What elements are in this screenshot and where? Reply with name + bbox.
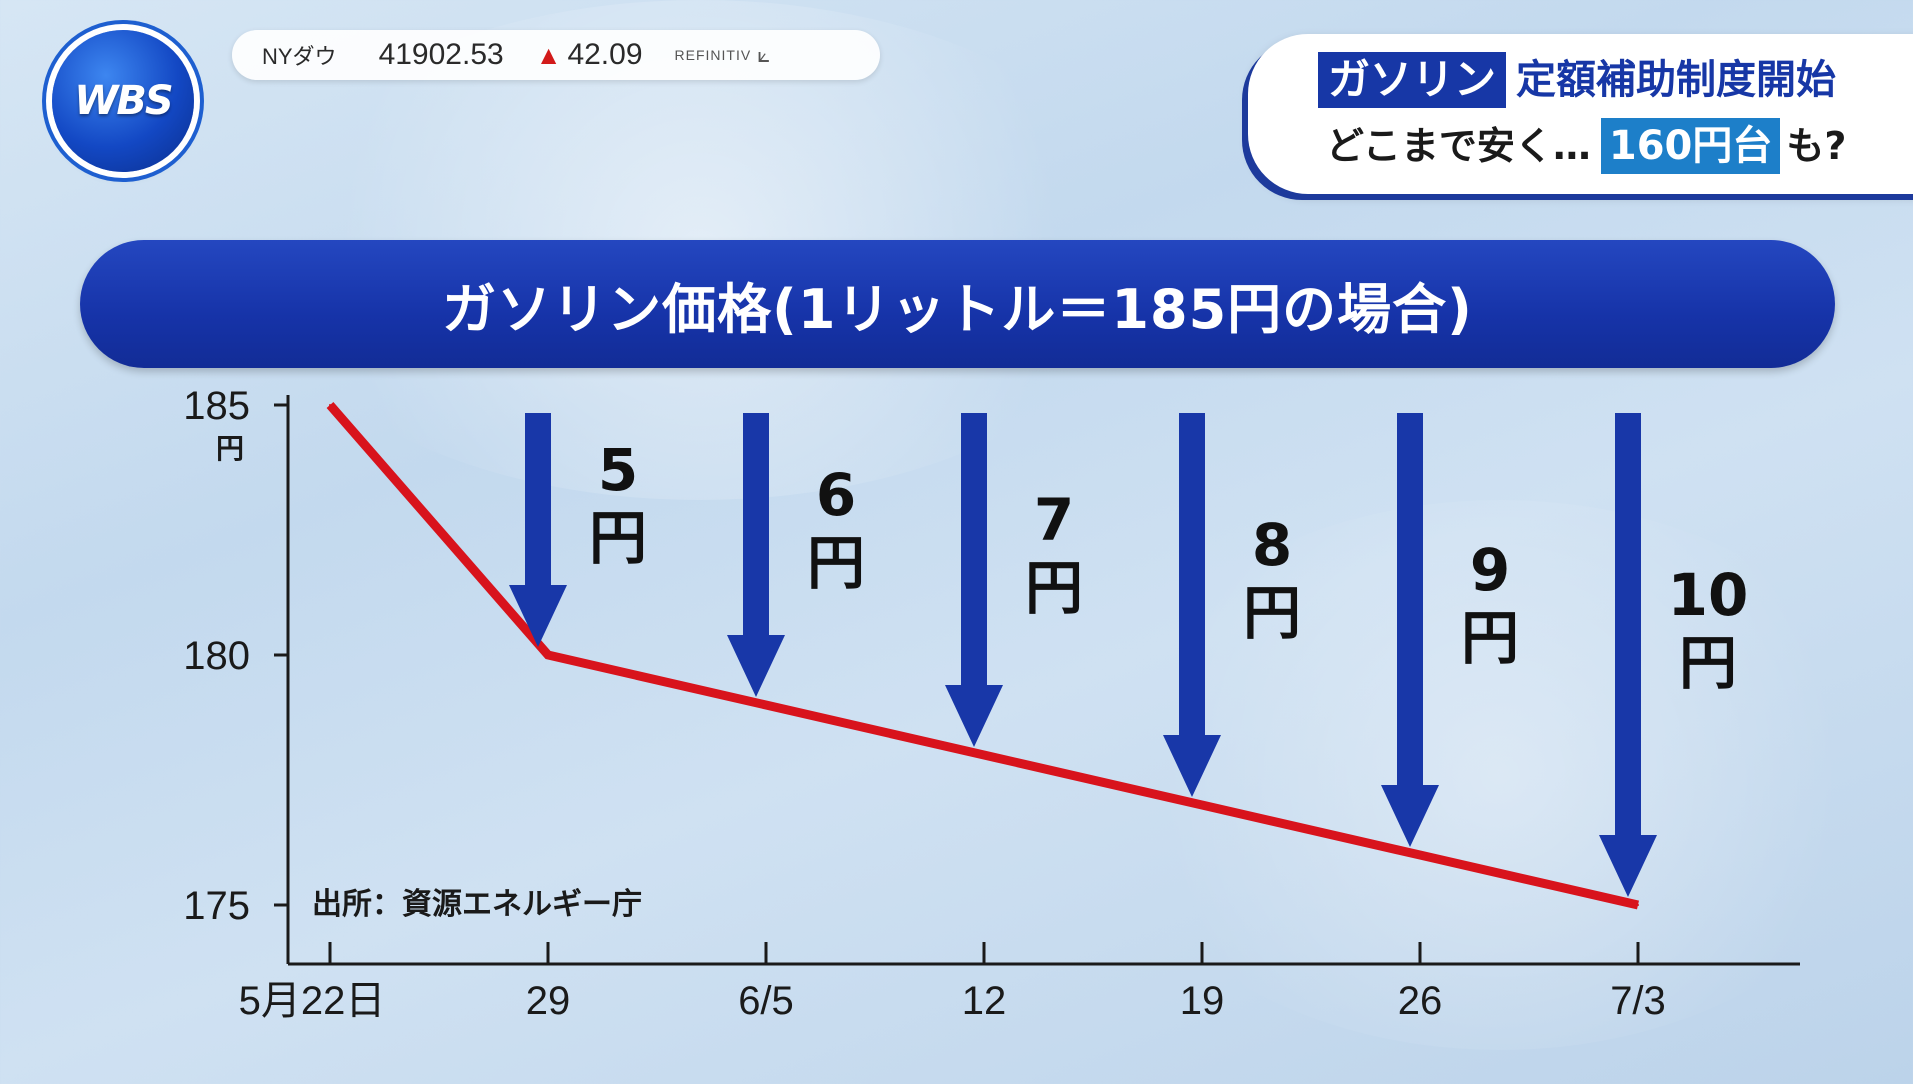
discount-amount-1: 6 bbox=[816, 461, 856, 529]
x-tick-label-4: 19 bbox=[1180, 979, 1225, 1023]
up-triangle-icon: ▲ bbox=[535, 39, 562, 70]
y-tick-label-175: 175 bbox=[183, 884, 250, 928]
price-point-3 bbox=[983, 754, 985, 756]
ticker-change: 42.09 bbox=[567, 38, 643, 71]
price-point-5 bbox=[1419, 854, 1421, 856]
headline-text: 定額補助制度開始 bbox=[1516, 57, 1837, 103]
discount-arrow-12 bbox=[945, 413, 1003, 747]
headline-price-tag: 160円台 bbox=[1600, 118, 1781, 174]
headline-tag: ガソリン bbox=[1318, 52, 1507, 108]
discount-unit-1: 円 bbox=[807, 529, 865, 597]
price-point-6 bbox=[1637, 904, 1639, 906]
ticker-name: NYダウ bbox=[262, 44, 337, 69]
y-tick-label-185: 185 bbox=[183, 384, 250, 428]
discount-unit-4: 円 bbox=[1461, 604, 1519, 672]
discount-unit-2: 円 bbox=[1025, 554, 1083, 622]
refinitiv-icon: ⟀ bbox=[757, 42, 771, 67]
headline-box: ガソリン 定額補助制度開始 どこまで安く… 160円台 も? bbox=[1248, 34, 1913, 194]
discount-amount-2: 7 bbox=[1034, 486, 1074, 554]
discount-arrow-26 bbox=[1381, 413, 1439, 847]
headline-line-1: ガソリン 定額補助制度開始 bbox=[1318, 52, 1836, 108]
y-unit-label: 円 bbox=[216, 432, 244, 465]
discount-amount-5: 10 bbox=[1668, 561, 1749, 629]
price-point-2 bbox=[765, 704, 767, 706]
discount-amount-4: 9 bbox=[1470, 536, 1510, 604]
logo-text: WBS bbox=[74, 78, 173, 124]
discount-arrow-6-5 bbox=[727, 413, 785, 697]
source-note: 出所：資源エネルギー庁 bbox=[312, 887, 642, 922]
discount-arrow-7-3 bbox=[1599, 413, 1657, 897]
chart-axes bbox=[274, 395, 1800, 966]
price-point-1 bbox=[547, 654, 549, 656]
chart-title: ガソリン価格(1リットル＝185円の場合) bbox=[442, 277, 1473, 341]
x-tick-label-1: 29 bbox=[526, 979, 571, 1023]
discount-amount-0: 5 bbox=[598, 436, 638, 504]
x-tick-label-2: 6/5 bbox=[738, 979, 794, 1023]
headline-suffix: も? bbox=[1786, 124, 1847, 168]
x-tick-label-0: 5月22日 bbox=[239, 979, 386, 1023]
headline-question: どこまで安く… bbox=[1326, 124, 1591, 168]
headline-line-2: どこまで安く… 160円台 も? bbox=[1326, 118, 1846, 174]
discount-unit-0: 円 bbox=[589, 504, 647, 572]
price-point-4 bbox=[1201, 804, 1203, 806]
discount-arrows bbox=[509, 413, 1657, 897]
discount-arrow-19 bbox=[1163, 413, 1221, 797]
chart-title-banner: ガソリン価格(1リットル＝185円の場合) bbox=[80, 240, 1835, 368]
ticker-source: REFINITIV bbox=[674, 47, 752, 63]
price-point-0 bbox=[329, 404, 331, 406]
x-tick-label-3: 12 bbox=[962, 979, 1007, 1023]
y-tick-label-180: 180 bbox=[183, 634, 250, 678]
x-tick-label-6: 7/3 bbox=[1610, 979, 1666, 1023]
wbs-logo: WBS bbox=[52, 30, 194, 172]
stock-ticker: NYダウ 41902.53 ▲ 42.09 REFINITIV ⟀ bbox=[232, 30, 880, 80]
price-line-layer bbox=[326, 402, 1640, 910]
discount-amount-3: 8 bbox=[1252, 511, 1292, 579]
ticker-value: 41902.53 bbox=[378, 38, 504, 71]
discount-unit-5: 円 bbox=[1679, 629, 1737, 697]
x-tick-label-5: 26 bbox=[1398, 979, 1443, 1023]
discount-arrow-29 bbox=[509, 413, 567, 647]
discount-unit-3: 円 bbox=[1243, 579, 1301, 647]
